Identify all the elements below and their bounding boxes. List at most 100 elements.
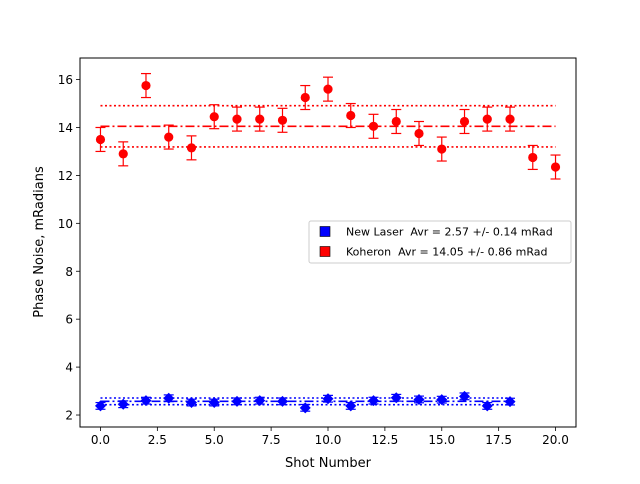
data-point bbox=[459, 390, 471, 402]
marker-diamond bbox=[459, 390, 471, 402]
data-point bbox=[163, 392, 175, 404]
marker-diamond bbox=[345, 400, 357, 412]
data-point bbox=[345, 400, 357, 412]
data-point bbox=[436, 136, 447, 162]
data-point bbox=[323, 76, 333, 102]
series-koheron bbox=[95, 72, 561, 180]
data-point bbox=[254, 106, 265, 132]
x-tick-label: 17.5 bbox=[485, 433, 512, 447]
marker-diamond bbox=[254, 395, 266, 407]
legend-entry-koheron: Koheron Avr = 14.05 +/- 0.86 mRad bbox=[319, 246, 547, 259]
marker-circle bbox=[391, 116, 401, 127]
legend-label-koheron: Koheron Avr = 14.05 +/- 0.86 mRad bbox=[346, 246, 547, 259]
marker-circle bbox=[323, 84, 333, 94]
data-point bbox=[163, 124, 174, 150]
x-axis: 0.0 2.5 5.0 7.5 10.0 12.5 15.0 17.5 20.0 bbox=[91, 427, 569, 447]
marker-diamond bbox=[163, 392, 175, 404]
data-point bbox=[209, 104, 220, 130]
data-point bbox=[550, 154, 561, 180]
y-tick-label: 6 bbox=[65, 313, 73, 327]
marker-diamond bbox=[390, 392, 402, 404]
marker-diamond bbox=[436, 394, 448, 406]
data-point bbox=[368, 113, 379, 139]
data-point bbox=[436, 394, 448, 406]
data-point bbox=[186, 135, 197, 161]
marker-diamond bbox=[299, 402, 311, 414]
data-point bbox=[231, 395, 243, 407]
marker-circle bbox=[437, 144, 447, 154]
data-point bbox=[254, 395, 266, 407]
data-point bbox=[118, 141, 129, 167]
y-tick-label: 14 bbox=[58, 121, 73, 135]
data-point bbox=[368, 395, 380, 407]
plot-area bbox=[94, 72, 561, 414]
x-tick-label: 20.0 bbox=[542, 433, 569, 447]
marker-circle bbox=[95, 134, 106, 145]
data-point bbox=[459, 108, 470, 135]
marker-circle bbox=[209, 112, 219, 122]
marker-diamond bbox=[322, 393, 334, 405]
y-tick-label: 8 bbox=[65, 265, 73, 279]
x-tick-label: 7.5 bbox=[262, 433, 281, 447]
data-point bbox=[299, 402, 311, 414]
data-point bbox=[413, 393, 425, 405]
data-point bbox=[504, 396, 516, 408]
marker-diamond bbox=[140, 395, 152, 407]
y-tick-label: 16 bbox=[58, 73, 73, 87]
marker-circle bbox=[414, 128, 424, 139]
legend: New Laser Avr = 2.57 +/- 0.14 mRad Koher… bbox=[308, 220, 572, 264]
data-point bbox=[208, 397, 220, 409]
data-point bbox=[527, 144, 538, 171]
marker-circle bbox=[186, 143, 197, 153]
marker-diamond bbox=[504, 396, 516, 408]
marker-diamond bbox=[413, 393, 425, 405]
legend-label-new-laser: New Laser Avr = 2.57 +/- 0.14 mRad bbox=[346, 226, 553, 239]
data-point bbox=[277, 107, 288, 133]
x-axis-label: Shot Number bbox=[285, 456, 372, 471]
marker-circle bbox=[164, 132, 174, 142]
data-point bbox=[95, 126, 106, 153]
x-tick-label: 5.0 bbox=[205, 433, 224, 447]
y-tick-label: 12 bbox=[58, 169, 73, 183]
data-point bbox=[117, 398, 129, 410]
legend-entry-new-laser: New Laser Avr = 2.57 +/- 0.14 mRad bbox=[319, 226, 553, 239]
marker-diamond bbox=[208, 397, 220, 409]
data-point bbox=[390, 392, 402, 404]
data-point bbox=[414, 120, 425, 147]
marker-diamond bbox=[117, 398, 129, 410]
marker-circle bbox=[368, 121, 379, 131]
x-tick-label: 0.0 bbox=[91, 433, 110, 447]
y-tick-label: 10 bbox=[58, 217, 73, 231]
marker-circle bbox=[528, 152, 538, 163]
x-tick-label: 15.0 bbox=[428, 433, 455, 447]
y-tick-label: 2 bbox=[65, 409, 73, 423]
marker-circle bbox=[505, 114, 515, 124]
marker-circle bbox=[300, 92, 310, 103]
x-tick-label: 10.0 bbox=[315, 433, 342, 447]
marker-circle bbox=[482, 114, 492, 124]
marker-circle bbox=[118, 149, 128, 159]
data-point bbox=[322, 393, 334, 405]
marker-diamond bbox=[185, 397, 197, 409]
marker-diamond bbox=[231, 395, 243, 407]
marker-circle bbox=[277, 115, 288, 125]
marker-diamond bbox=[368, 395, 380, 407]
y-axis: 2 4 6 8 10 12 14 16 bbox=[58, 73, 80, 423]
legend-swatch-koheron bbox=[319, 246, 331, 257]
legend-box bbox=[308, 220, 572, 264]
marker-diamond bbox=[94, 400, 106, 412]
data-point bbox=[231, 106, 242, 132]
data-point bbox=[300, 84, 311, 111]
data-point bbox=[482, 106, 493, 132]
marker-circle bbox=[255, 114, 265, 124]
marker-circle bbox=[141, 80, 151, 91]
marker-circle bbox=[346, 110, 356, 121]
data-point bbox=[391, 108, 402, 135]
data-point bbox=[94, 400, 106, 412]
data-point bbox=[481, 400, 493, 412]
x-tick-label: 12.5 bbox=[372, 433, 399, 447]
series-new-laser bbox=[94, 390, 516, 414]
data-point bbox=[276, 395, 288, 407]
data-point bbox=[505, 106, 516, 132]
